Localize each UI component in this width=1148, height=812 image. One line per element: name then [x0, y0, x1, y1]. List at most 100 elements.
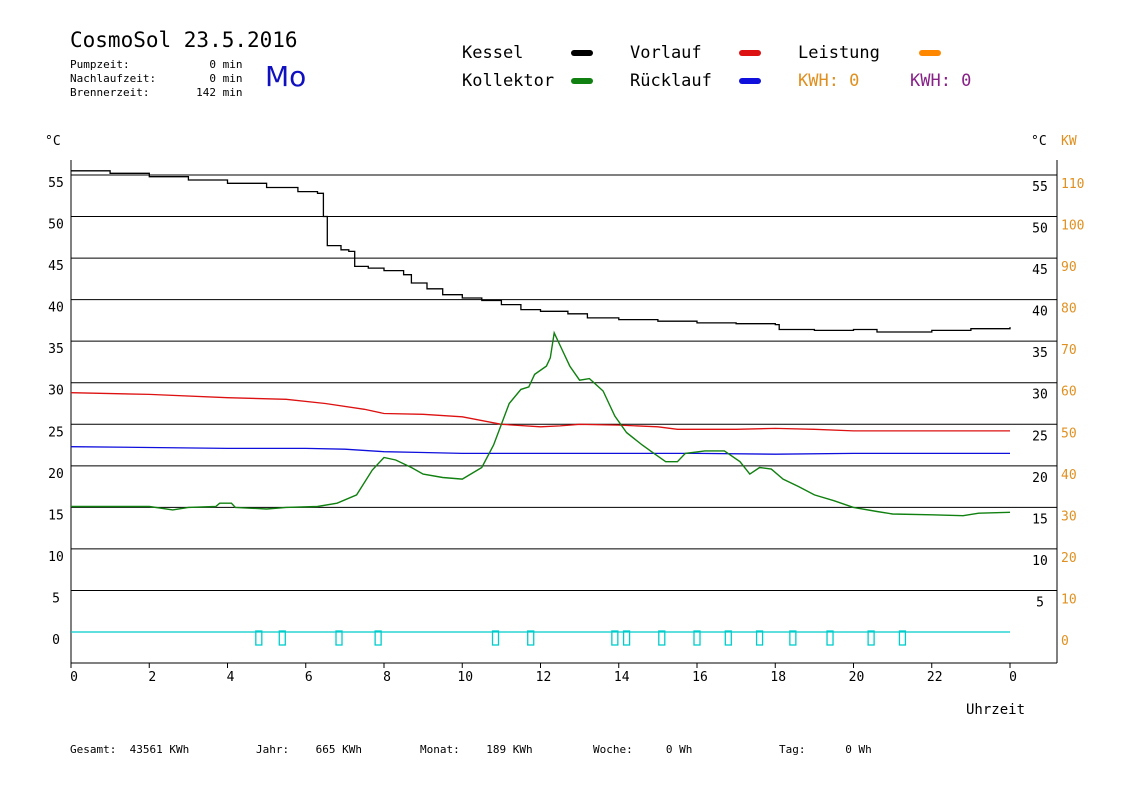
x-axis-label: Uhrzeit — [966, 702, 1026, 718]
x-tick-label: 0 — [1009, 670, 1017, 685]
legend-vorlauf-label: Vorlauf — [630, 43, 702, 63]
stat-label: Nachlaufzeit: — [70, 72, 157, 85]
pump-marker — [611, 630, 619, 646]
chart-grid — [71, 174, 1057, 591]
series-vorlauf-line — [70, 392, 1010, 432]
x-tick-label: 18 — [770, 670, 786, 685]
y-right-kw-tick-label: 40 — [1061, 468, 1077, 483]
legend-kessel-label: Kessel — [462, 43, 524, 63]
footer-jahr: Jahr: 665 KWh — [256, 743, 362, 756]
legend-vorlauf-swatch — [739, 50, 761, 56]
series-rcklauf-line — [70, 446, 1010, 455]
y-right-kw-tick-label: 70 — [1061, 343, 1077, 358]
stat-brennerzeit: Brennerzeit: 142 min — [70, 86, 243, 99]
y-right-kw-tick-label: 0 — [1061, 634, 1069, 649]
legend-ruecklauf-label: Rücklauf — [630, 71, 712, 91]
stat-label: Brennerzeit: — [70, 86, 150, 99]
stat-label: Pumpzeit: — [70, 58, 130, 71]
page-title: CosmoSol 23.5.2016 — [70, 28, 298, 52]
pump-marker — [789, 630, 797, 646]
legend-kollektor-swatch — [571, 78, 593, 84]
x-tick-label: 10 — [457, 670, 473, 685]
footer-label: Monat: — [420, 743, 460, 756]
pump-marker — [867, 630, 875, 646]
y-left-tick-label: 30 — [48, 384, 64, 399]
y-right-tick-label: 5 — [1036, 595, 1044, 610]
y-left-tick-label: 0 — [52, 633, 60, 648]
legend-kessel-swatch — [571, 50, 593, 56]
x-tick-label: 22 — [927, 670, 943, 685]
y-right-tick-label: 30 — [1032, 388, 1048, 403]
stat-unit: min — [222, 86, 243, 99]
y-right-tick-label: 15 — [1032, 512, 1048, 527]
footer-value: 0 Wh — [665, 743, 693, 756]
pump-marker — [374, 630, 382, 646]
y-right-tick-label: 25 — [1032, 429, 1048, 444]
footer-value: 189 KWh — [486, 743, 533, 756]
y-right-tick-label: 10 — [1032, 554, 1048, 569]
x-tick-label: 2 — [148, 670, 156, 685]
x-tick-label: 12 — [536, 670, 552, 685]
left-axis-unit: °C — [45, 134, 61, 149]
stat-value: 0 — [209, 72, 216, 85]
y-right-kw-tick-label: 20 — [1061, 551, 1077, 566]
y-left-tick-label: 55 — [48, 176, 64, 191]
pump-marker — [755, 630, 764, 646]
pump-marker — [622, 630, 631, 646]
y-left-tick-label: 40 — [48, 301, 64, 316]
series-kollektor-line — [71, 330, 1011, 517]
pump-marker — [693, 630, 701, 646]
y-left-tick-label: 15 — [48, 508, 64, 523]
y-left-tick-label: 45 — [48, 259, 64, 274]
y-left-tick-label: 5 — [52, 591, 60, 606]
y-right-kw-tick-label: 10 — [1061, 592, 1077, 607]
x-tick-label: 16 — [692, 670, 708, 685]
series-kessel-line — [71, 170, 1011, 333]
stat-nachlaufzeit: Nachlaufzeit: 0 min — [70, 72, 243, 85]
y-right-kw-tick-label: 80 — [1061, 302, 1077, 317]
y-left-tick-label: 50 — [48, 218, 64, 233]
weekday-label: Mo — [265, 60, 307, 93]
pump-marker — [658, 630, 666, 646]
pump-marker — [898, 630, 907, 646]
stat-value: 0 — [209, 58, 216, 71]
chart-tick-labels: 0 2 4 6 8 10 12 14 16 18 20 22 005101520253035404550… — [48, 176, 1084, 685]
legend-leistung-swatch — [919, 50, 941, 56]
y-right-kw-tick-label: 100 — [1061, 219, 1084, 234]
right-axis-unit-kw: KW — [1061, 134, 1077, 149]
y-right-tick-label: 20 — [1032, 471, 1048, 486]
footer-label: Woche: — [593, 743, 633, 756]
pump-marker — [255, 630, 263, 646]
footer-monat: Monat: 189 KWh — [420, 743, 533, 756]
x-tick-label: 6 — [305, 670, 313, 685]
y-left-tick-label: 20 — [48, 467, 64, 482]
y-right-tick-label: 55 — [1032, 180, 1048, 195]
pump-marker — [491, 630, 500, 646]
y-right-tick-label: 40 — [1032, 305, 1048, 320]
pump-marker — [278, 630, 286, 646]
chart-series — [70, 170, 1011, 633]
stat-value: 142 — [196, 86, 216, 99]
footer-value: 665 KWh — [315, 743, 362, 756]
x-tick-label: 4 — [227, 670, 235, 685]
right-axis-unit: °C — [1031, 134, 1047, 149]
pump-markers — [255, 630, 907, 646]
pump-marker — [527, 630, 535, 646]
y-right-kw-tick-label: 30 — [1061, 509, 1077, 524]
footer-gesamt: Gesamt: 43561 KWh — [70, 743, 189, 756]
y-right-kw-tick-label: 50 — [1061, 426, 1077, 441]
pump-marker — [826, 630, 834, 646]
x-tick-label: 0 — [70, 670, 78, 685]
y-right-kw-tick-label: 110 — [1061, 177, 1084, 192]
pump-marker — [724, 630, 732, 646]
y-right-kw-tick-label: 60 — [1061, 385, 1077, 400]
stat-unit: min — [222, 58, 243, 71]
chart-axes — [70, 160, 1058, 668]
legend-leistung-label: Leistung — [798, 43, 880, 63]
legend-kwh-1: KWH: 0 — [798, 71, 860, 91]
y-right-tick-label: 50 — [1032, 222, 1048, 237]
x-tick-label: 20 — [849, 670, 865, 685]
footer-label: Jahr: — [256, 743, 290, 756]
footer-label: Gesamt: — [70, 743, 117, 756]
